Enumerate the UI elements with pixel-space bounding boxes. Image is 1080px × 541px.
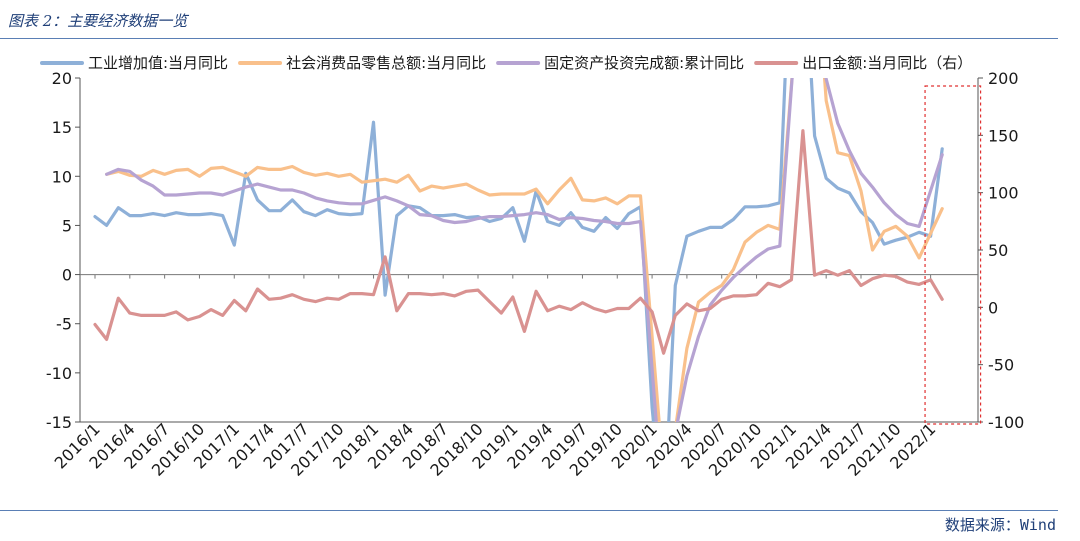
right-axis-tick-label: 200 bbox=[988, 69, 1019, 88]
left-axis-tick-label: -15 bbox=[46, 413, 72, 432]
right-axis-tick-label: 150 bbox=[988, 126, 1019, 145]
left-axis-tick-label: 5 bbox=[62, 216, 72, 235]
left-axis-tick-label: 20 bbox=[52, 69, 72, 88]
series-line-2 bbox=[105, 78, 944, 422]
source-rule bbox=[0, 510, 1058, 511]
series-line-0 bbox=[93, 78, 944, 422]
legend-label-1: 社会消费品零售总额:当月同比 bbox=[286, 54, 486, 72]
legend-label-0: 工业增加值:当月同比 bbox=[88, 54, 228, 72]
legend-label-2: 固定资产投资完成额:累计同比 bbox=[544, 54, 744, 72]
left-axis-tick-label: -5 bbox=[56, 315, 72, 334]
left-axis-tick-label: 10 bbox=[52, 167, 72, 186]
right-axis-tick-label: -100 bbox=[988, 413, 1024, 432]
legend-label-3: 出口金额:当月同比（右） bbox=[802, 54, 972, 72]
highlight-box bbox=[924, 85, 982, 425]
left-axis-tick-label: 0 bbox=[62, 266, 72, 285]
right-axis-tick-label: 100 bbox=[988, 184, 1019, 203]
series-line-1 bbox=[105, 78, 944, 422]
chart-overlay bbox=[924, 85, 982, 425]
caption-rule bbox=[0, 38, 1058, 39]
chart-axes: 20151050-5-10-15200150100500-50-1002016/… bbox=[46, 69, 1024, 480]
chart-legend: 工业增加值:当月同比 社会消费品零售总额:当月同比 固定资产投资完成额:累计同比 出口… bbox=[40, 54, 972, 72]
chart-series bbox=[93, 78, 944, 422]
right-axis-tick-label: 50 bbox=[988, 241, 1008, 260]
right-axis-tick-label: 0 bbox=[988, 298, 998, 317]
source-note: 数据来源：Wind bbox=[944, 516, 1056, 534]
left-axis-tick-label: 15 bbox=[52, 118, 72, 137]
left-axis-tick-label: -10 bbox=[46, 364, 72, 383]
figure-caption: 图表 2：主要经济数据一览 bbox=[8, 12, 188, 30]
series-line-3 bbox=[93, 129, 944, 355]
right-axis-tick-label: -50 bbox=[988, 356, 1014, 375]
